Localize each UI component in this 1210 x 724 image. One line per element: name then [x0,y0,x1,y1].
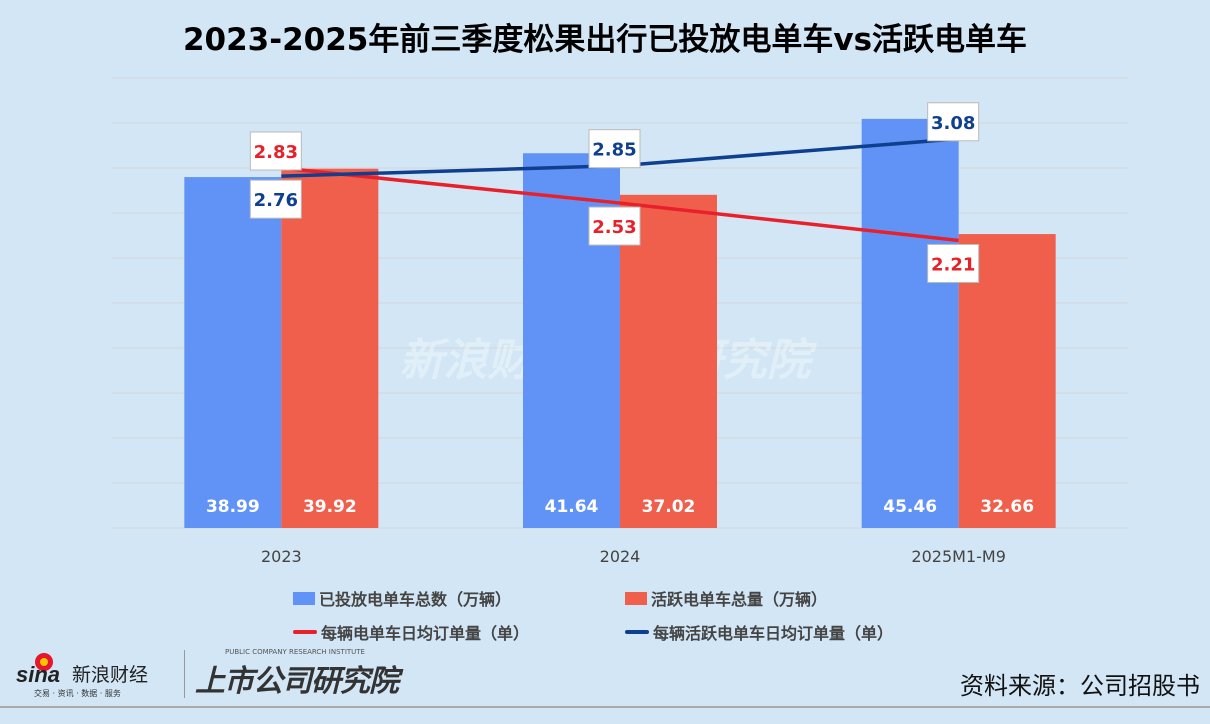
bar [620,194,717,528]
x-tick-label: 2024 [600,547,641,566]
x-tick-label: 2023 [261,547,302,566]
bar [958,234,1056,528]
legend-label: 每辆活跃电单车日均订单量（单） [653,624,894,643]
bar-value-label: 38.99 [206,497,260,517]
legend-label: 活跃电单车总量（万辆） [651,590,828,609]
bar-value-label: 32.66 [980,497,1034,517]
legend-swatch-blue [293,591,315,605]
logo-en-text: PUBLIC COMPANY RESEARCH INSTITUTE [225,648,365,656]
svg-text:sina: sina [16,662,60,687]
svg-text:交易 · 资讯 · 数据 · 服务: 交易 · 资讯 · 数据 · 服务 [34,688,121,698]
line-value-label: 2.53 [592,217,636,238]
legend-label: 每辆电单车日均订单量（单） [321,624,530,643]
bar [861,118,959,529]
source-note: 资料来源：公司招股书 [960,672,1200,700]
research-institute-logo: PUBLIC COMPANY RESEARCH INSTITUTE 上市公司研究… [195,648,399,700]
footer-divider [0,706,1210,708]
legend-line-red [293,630,317,634]
bar-value-label: 37.02 [642,497,696,517]
svg-text:新浪财经: 新浪财经 [72,664,148,686]
legend-swatch-red [625,591,647,605]
line-label-box [927,243,980,283]
legend-line-blue [625,630,649,634]
legend-item-orders-per-active-bike: 每辆活跃电单车日均订单量（单） [625,620,893,644]
line-label-box [249,179,302,219]
bar-value-label: 45.46 [883,497,937,517]
line-series [281,166,959,243]
x-tick-label: 2025M1-M9 [911,547,1005,566]
bar-value-label: 41.64 [545,497,599,517]
legend-item-active: 活跃电单车总量（万辆） [625,586,827,610]
legend-label: 已投放电单车总数（万辆） [319,590,512,609]
line-value-label: 2.21 [931,254,975,275]
line-label-box [588,206,641,246]
line-value-label: 3.08 [931,113,975,134]
bar [281,168,379,528]
logo-divider [184,650,185,698]
line-value-label: 2.83 [254,142,298,163]
logo-cn-text: 上市公司研究院 [195,664,399,699]
sina-finance-logo: sina 新浪财经 交易 · 资讯 · 数据 · 服务 [14,650,184,700]
bar-value-label: 39.92 [303,497,357,517]
legend-item-deployed: 已投放电单车总数（万辆） [293,586,511,610]
line-label-box [927,102,980,142]
bar [184,177,282,528]
line-label-box [249,131,302,171]
line-label-box [588,129,641,169]
line-value-label: 2.85 [592,140,636,161]
line-value-label: 2.76 [254,190,298,211]
legend-item-orders-per-bike: 每辆电单车日均订单量（单） [293,620,529,644]
chart-title: 2023-2025年前三季度松果出行已投放电单车vs活跃电单车 [182,22,1028,58]
